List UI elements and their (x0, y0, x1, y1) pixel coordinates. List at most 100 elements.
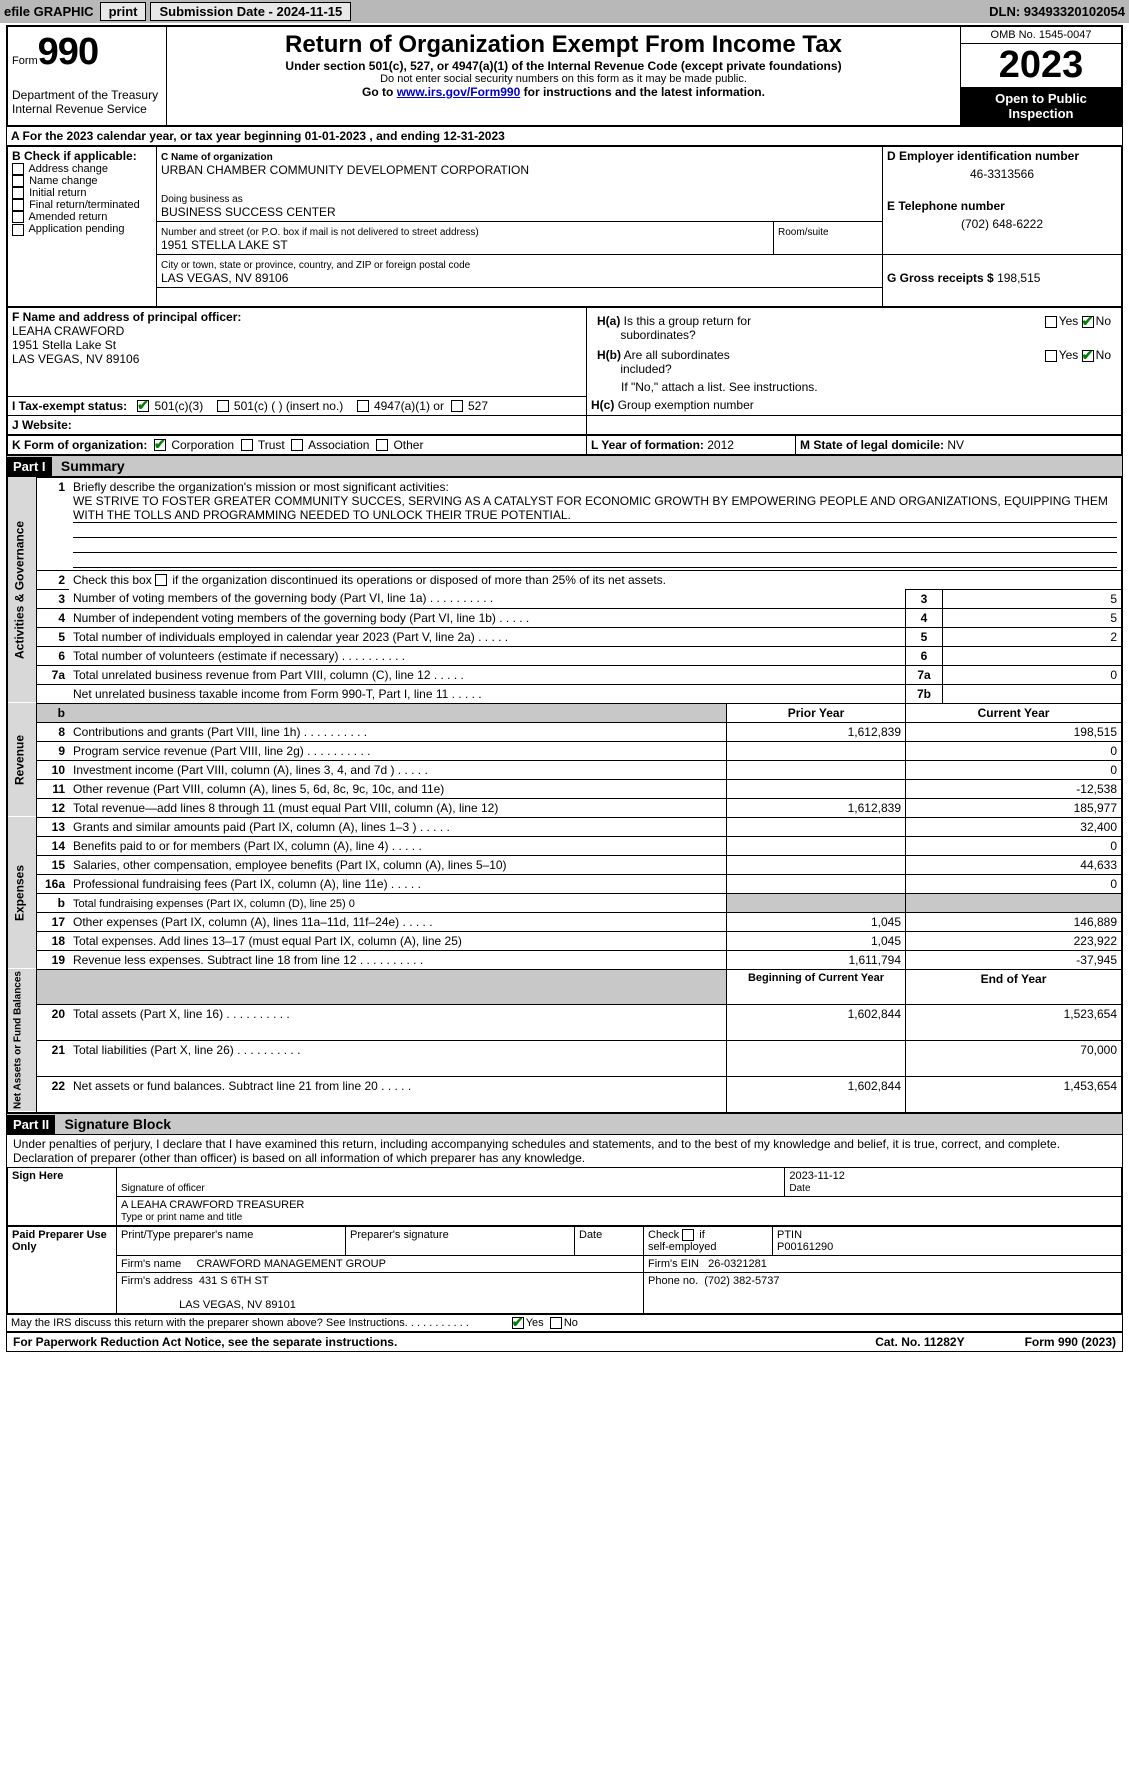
line-17: Other expenses (Part IX, column (A), lin… (69, 912, 727, 931)
sign-here-label: Sign Here (8, 1167, 117, 1225)
line-20: Total assets (Part X, line 16) (69, 1005, 727, 1041)
efile-label: efile GRAPHIC (4, 4, 94, 19)
part2-header-row: Part II Signature Block (7, 1113, 1122, 1135)
ein-label: D Employer identification number (887, 149, 1079, 163)
ha-yes-check[interactable] (1045, 316, 1057, 328)
line-2: Check this box if the organization disco… (69, 570, 1122, 589)
line-16a: Professional fundraising fees (Part IX, … (69, 874, 727, 893)
4947-check[interactable] (357, 400, 369, 412)
check-name-change[interactable]: Name change (12, 175, 152, 187)
officer-name: LEAHA CRAWFORD (12, 324, 124, 338)
firm-phone-cell: Phone no. (702) 382-5737 (644, 1272, 1122, 1313)
line-5: Total number of individuals employed in … (69, 627, 906, 646)
irs-link[interactable]: www.irs.gov/Form990 (397, 85, 521, 99)
form-title: Return of Organization Exempt From Incom… (171, 31, 956, 59)
goto-post: for instructions and the latest informat… (520, 85, 765, 99)
paid-preparer-label: Paid Preparer Use Only (8, 1226, 117, 1313)
ha-no-check[interactable] (1082, 316, 1094, 328)
line-17-prior: 1,045 (727, 912, 906, 931)
ptin-value: P00161290 (777, 1241, 833, 1253)
sig-type-label: Type or print name and title (121, 1212, 242, 1223)
line-7a: Total unrelated business revenue from Pa… (69, 665, 906, 684)
prep-date-label: Date (575, 1226, 644, 1255)
section-k-cell: K Form of organization: Corporation Trus… (8, 435, 587, 454)
gross-receipts-label: G Gross receipts $ (887, 271, 997, 285)
print-button[interactable]: print (100, 2, 147, 21)
line-4: Number of independent voting members of … (69, 608, 906, 627)
check-address-change[interactable]: Address change (12, 163, 152, 175)
year-formation-label: L Year of formation: (591, 438, 707, 452)
discuss-no-check[interactable] (550, 1317, 562, 1329)
line-9-prior (727, 741, 906, 760)
phone-label: E Telephone number (887, 199, 1005, 213)
501c3-check[interactable] (137, 400, 149, 412)
self-employed-check[interactable] (682, 1229, 694, 1241)
goto-pre: Go to (362, 85, 397, 99)
line-7b-val (943, 684, 1122, 703)
line-7a-num: 7a (906, 665, 943, 684)
section-d-e-cell: D Employer identification number 46-3313… (883, 147, 1122, 255)
line2-check[interactable] (155, 574, 167, 586)
line-10: Investment income (Part VIII, column (A)… (69, 760, 727, 779)
line-10-curr: 0 (906, 760, 1122, 779)
ein-value: 46-3313566 (970, 167, 1034, 181)
discuss-yes-check[interactable] (512, 1317, 524, 1329)
line-20-curr: 1,523,654 (906, 1005, 1122, 1041)
col-blank (69, 703, 727, 722)
check-final-return[interactable]: Final return/terminated (12, 199, 152, 211)
firm-city-value: LAS VEGAS, NV 89101 (179, 1299, 296, 1311)
firm-name-cell: Firm's name CRAWFORD MANAGEMENT GROUP (117, 1255, 644, 1272)
ptin-cell: PTIN P00161290 (773, 1226, 1122, 1255)
line-3-val: 5 (943, 589, 1122, 608)
hb-yes-check[interactable] (1045, 350, 1057, 362)
assoc-check[interactable] (291, 439, 303, 451)
prep-name-label: Print/Type preparer's name (117, 1226, 346, 1255)
firm-name-label: Firm's name (121, 1258, 181, 1270)
section-hc-cell: H(c) H(c) Group exemption numberGroup ex… (587, 396, 1122, 415)
section-l-cell: L Year of formation: 2012 (587, 435, 796, 454)
section-hc-blank (587, 415, 1122, 434)
firm-addr-value: 431 S 6TH ST (199, 1275, 269, 1287)
line-19: Revenue less expenses. Subtract line 18 … (69, 950, 727, 969)
section-a: A For the 2023 calendar year, or tax yea… (7, 126, 1122, 146)
domicile-label: M State of legal domicile: (800, 438, 947, 452)
form-header: Form990 Return of Organization Exempt Fr… (7, 26, 1122, 126)
line-12-curr: 185,977 (906, 798, 1122, 817)
suite-label: Room/suite (778, 227, 829, 238)
firm-addr-cell: Firm's address 431 S 6TH ST LAS VEGAS, N… (117, 1272, 644, 1313)
line-22-prior: 1,602,844 (727, 1076, 906, 1112)
hb-no-check[interactable] (1082, 350, 1094, 362)
city-value: LAS VEGAS, NV 89106 (161, 271, 288, 285)
line-4-num: 4 (906, 608, 943, 627)
line-5-val: 2 (943, 627, 1122, 646)
klm-grid: K Form of organization: Corporation Trus… (7, 435, 1122, 455)
period-pre: A For the 2023 calendar year, or tax yea… (11, 129, 305, 143)
line-16b-curr (906, 893, 1122, 912)
527-check[interactable] (451, 400, 463, 412)
sig-date-cell: 2023-11-12 Date (785, 1167, 1122, 1196)
check-amended-return[interactable]: Amended return (12, 211, 152, 223)
officer-street: 1951 Stella Lake St (12, 338, 116, 352)
line-13-curr: 32,400 (906, 817, 1122, 836)
prep-se-cell: Check ifself-employed (644, 1226, 773, 1255)
trust-check[interactable] (241, 439, 253, 451)
dba-value: BUSINESS SUCCESS CENTER (161, 205, 336, 219)
corp-check[interactable] (154, 439, 166, 451)
prior-year-header: Prior Year (727, 703, 906, 722)
section-j-cell: J Website: (8, 415, 587, 434)
line-11: Other revenue (Part VIII, column (A), li… (69, 779, 727, 798)
check-application-pending[interactable]: Application pending (12, 223, 152, 235)
part1-summary-table: Activities & Governance 1 Briefly descri… (7, 477, 1122, 1113)
line-16b: Total fundraising expenses (Part IX, col… (69, 893, 727, 912)
mission-text: WE STRIVE TO FOSTER GREATER COMMUNITY SU… (73, 494, 1117, 523)
line-3: Number of voting members of the governin… (69, 589, 906, 608)
other-check[interactable] (376, 439, 388, 451)
line-6-val (943, 646, 1122, 665)
line-19-curr: -37,945 (906, 950, 1122, 969)
period-mid: , and ending (366, 129, 443, 143)
501c-check[interactable] (217, 400, 229, 412)
officer-label: F Name and address of principal officer: (12, 310, 241, 324)
line-20-prior: 1,602,844 (727, 1005, 906, 1041)
check-initial-return[interactable]: Initial return (12, 187, 152, 199)
section-f-cell: F Name and address of principal officer:… (8, 308, 587, 397)
